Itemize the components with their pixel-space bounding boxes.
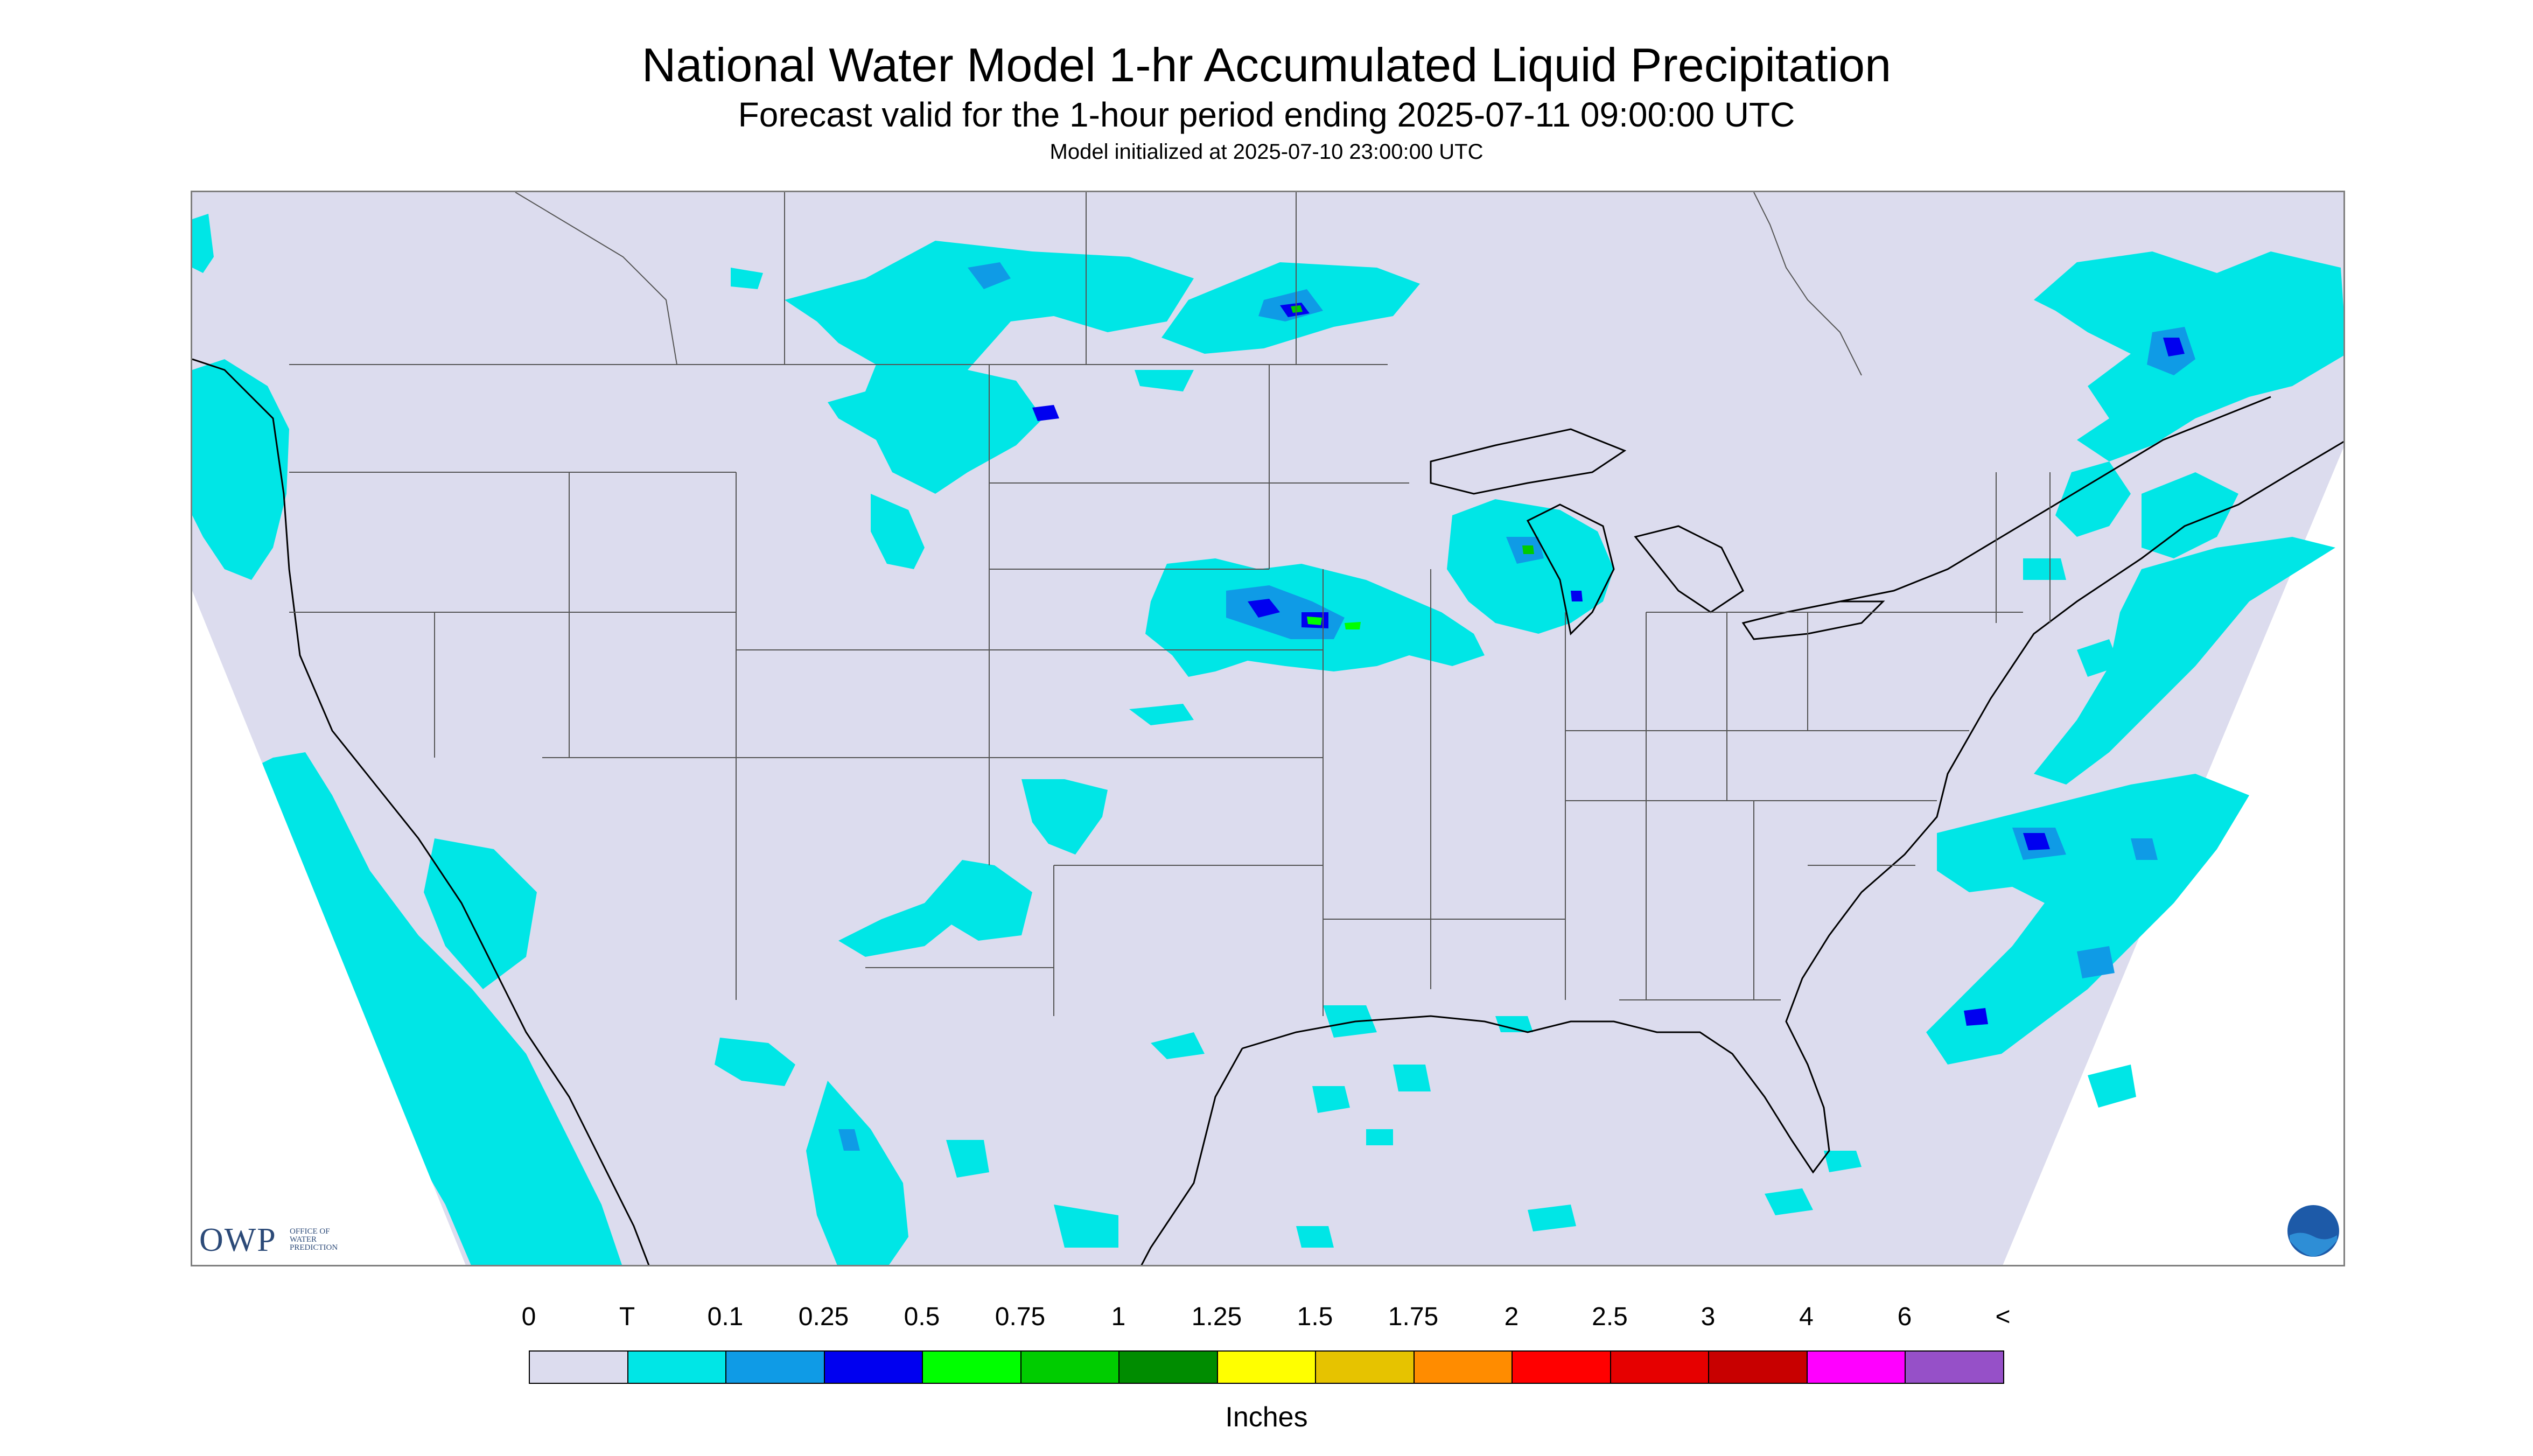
legend-swatch [627, 1350, 726, 1384]
legend-swatch [1315, 1350, 1415, 1384]
legend-tick-label: 4 [1799, 1303, 1814, 1331]
gulf-trace-precip [1151, 1005, 1862, 1248]
owp-logo-text: OWP [199, 1222, 277, 1258]
legend-swatch [922, 1350, 1021, 1384]
legend-swatch [1216, 1350, 1316, 1384]
legend-tick-label: 1.5 [1297, 1303, 1333, 1331]
legend-swatch [529, 1350, 628, 1384]
legend-swatch [1020, 1350, 1119, 1384]
legend-tick-label: 0.1 [707, 1303, 744, 1331]
legend-tick-label: 0 [521, 1303, 536, 1331]
legend-units: Inches [1225, 1402, 1308, 1433]
legend-tick-label: 1.75 [1388, 1303, 1439, 1331]
coastlines [192, 358, 2343, 1265]
northeast-precip [2023, 251, 2343, 580]
legend-swatch [1610, 1350, 1709, 1384]
northern-plains-precip [731, 241, 1420, 569]
legend-tick-label: 1.25 [1191, 1303, 1242, 1331]
legend-swatch [1118, 1350, 1218, 1384]
map-title: National Water Model 1-hr Accumulated Li… [641, 38, 1892, 92]
state-borders [289, 192, 2051, 1016]
legend-tick-label: 2 [1504, 1303, 1519, 1331]
precipitation-map [191, 191, 2345, 1266]
legend-swatch [1413, 1350, 1513, 1384]
legend-tick-label: 0.25 [798, 1303, 849, 1331]
legend-tick-label: T [619, 1303, 635, 1331]
legend-swatch [1905, 1350, 2004, 1384]
init-time-note: Model initialized at 2025-07-10 23:00:00… [1049, 140, 1484, 164]
legend-swatch [1708, 1350, 1808, 1384]
legend-swatch [1806, 1350, 1906, 1384]
map-subtitle: Forecast valid for the 1-hour period end… [738, 95, 1795, 134]
legend-swatch [1512, 1350, 1611, 1384]
southwest-precip [715, 779, 1118, 1265]
legend-tick-label: 3 [1701, 1303, 1716, 1331]
owp-logo-subtext: OFFICE OF WATER PREDICTION [290, 1227, 338, 1252]
legend-tick-label: 0.5 [904, 1303, 940, 1331]
legend-tick-label: 2.5 [1592, 1303, 1628, 1331]
legend-tick-label: 6 [1897, 1303, 1912, 1331]
legend-swatch [823, 1350, 923, 1384]
atlantic-precip [1926, 537, 2335, 1108]
pacific-trace-precip [192, 214, 622, 1265]
central-plains-precip [1129, 499, 1614, 725]
legend-tick-label: 1 [1111, 1303, 1126, 1331]
legend-swatch [725, 1350, 825, 1384]
legend-tick-label: < [1995, 1303, 2011, 1331]
noaa-logo [2285, 1203, 2341, 1259]
legend-tick-label: 0.75 [995, 1303, 1046, 1331]
